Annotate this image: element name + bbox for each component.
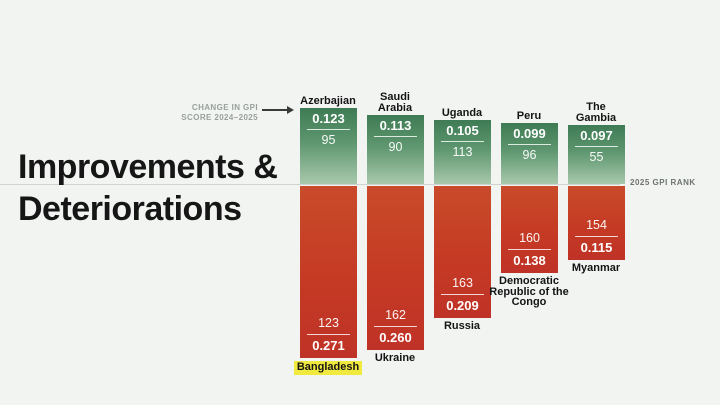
highlighted-country-label: Bangladesh [293,361,363,375]
rank-value: 55 [589,150,604,164]
country-label-bangladesh: Bangladesh [278,361,378,375]
rank-value: 95 [321,133,336,147]
gpi-rank-legend: 2025 GPI RANK [630,178,696,187]
country-label-the-gambia: The Gambia [575,101,617,124]
country-label-russia: Russia [443,320,481,332]
bar-deterioration-ukraine: 162 0.260 [367,186,424,350]
score-value: 0.099 [513,126,546,141]
score-value: 0.138 [513,253,546,268]
country-label-myanmar: Myanmar [571,262,621,274]
annotation-line-2: SCORE 2024–2025 [181,113,258,122]
rank-value: 96 [522,148,537,162]
rank-value: 123 [318,316,339,330]
bar-improvement-azerbajian: 0.123 95 [300,108,357,184]
bar-improvement-peru: 0.099 96 [501,123,558,184]
annotation-line-1: CHANGE IN GPI [191,103,258,112]
country-label-peru: Peru [516,109,542,122]
bar-improvement-the-gambia: 0.097 55 [568,125,625,184]
bar-separator [574,146,619,147]
score-value: 0.115 [580,240,613,255]
bar-deterioration-drc: 160 0.138 [501,186,558,273]
annotation-arrow-line [262,109,288,111]
rank-value: 154 [586,218,607,232]
rank-value: 162 [385,308,406,322]
change-in-gpi-annotation: CHANGE IN GPI SCORE 2024–2025 [128,103,258,123]
country-label-uganda: Uganda [441,106,483,119]
country-label-saudi-arabia: Saudi Arabia [377,91,413,114]
page-title: Improvements & Deteriorations [18,146,278,230]
bar-separator [306,334,351,335]
bar-improvement-saudi-arabia: 0.113 90 [367,115,424,184]
rank-value: 90 [388,140,403,154]
score-value: 0.271 [312,338,345,353]
bar-separator [574,236,619,237]
country-label-drc: Democratic Republic of the Congo [489,275,569,308]
rank-value: 113 [452,145,473,159]
country-label-azerbajian: Azerbajian [300,94,356,107]
bar-separator [306,129,351,130]
zero-axis-line [0,184,620,185]
score-value: 0.260 [379,330,412,345]
score-value: 0.105 [446,123,479,138]
bar-separator [440,294,485,295]
title-line-1: Improvements & [18,148,278,186]
score-value: 0.209 [446,298,479,313]
rank-value: 160 [519,231,540,245]
bar-deterioration-bangladesh: 123 0.271 [300,186,357,358]
bar-separator [440,141,485,142]
bar-separator [373,326,418,327]
score-value: 0.097 [580,128,613,143]
bar-deterioration-myanmar: 154 0.115 [568,186,625,260]
score-value: 0.123 [312,111,345,126]
rank-value: 163 [452,276,473,290]
bar-separator [373,136,418,137]
annotation-arrow-icon [287,106,294,114]
bar-separator [507,144,552,145]
bar-deterioration-russia: 163 0.209 [434,186,491,318]
title-line-2: Deteriorations [18,190,242,228]
bar-improvement-uganda: 0.105 113 [434,120,491,184]
country-label-ukraine: Ukraine [374,352,416,364]
bar-separator [507,249,552,250]
score-value: 0.113 [379,118,412,133]
